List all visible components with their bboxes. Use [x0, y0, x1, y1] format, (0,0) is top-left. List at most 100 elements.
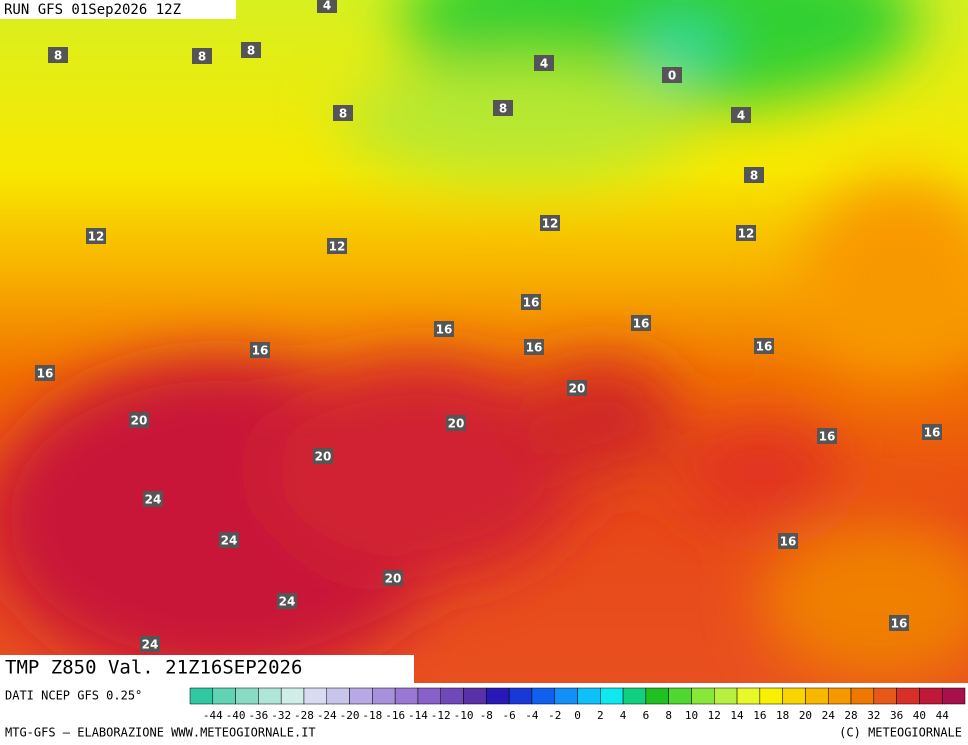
contour-label: 20	[567, 380, 587, 396]
label-box	[35, 365, 55, 381]
label-text: 12	[542, 217, 559, 231]
contour-label: 16	[889, 615, 909, 631]
colorbar-label: -2	[548, 709, 561, 722]
label-box	[317, 0, 337, 13]
colorbar-swatch	[417, 687, 441, 705]
colorbar-label: 0	[574, 709, 581, 722]
label-text: 16	[523, 296, 540, 310]
label-text: 20	[315, 450, 332, 464]
colorbar-label: 14	[730, 709, 744, 722]
colorbar-swatch	[508, 687, 533, 705]
contour-label: 4	[317, 0, 337, 13]
colorbar-swatch	[759, 687, 783, 705]
colorbar-label: 40	[913, 709, 926, 722]
colorbar-swatch	[850, 687, 875, 705]
label-box	[567, 380, 587, 396]
colorbar-label: 24	[822, 709, 836, 722]
colorbar-label: -8	[480, 709, 493, 722]
colorbar-swatch	[805, 687, 829, 705]
label-text: 16	[252, 344, 269, 358]
contour-label: 24	[140, 636, 160, 652]
label-text: 24	[279, 595, 296, 609]
colorbar-label: 28	[844, 709, 857, 722]
colorbar-label: -36	[248, 709, 268, 722]
colorbar-label: -44	[203, 709, 223, 722]
colorbar-label: -40	[226, 709, 246, 722]
colorbar-label: 36	[890, 709, 903, 722]
label-text: 0	[668, 69, 676, 83]
label-box	[327, 238, 347, 254]
colorbar-swatch	[372, 687, 396, 705]
colorbar-label: -12	[431, 709, 451, 722]
colorbar-swatch	[691, 687, 715, 705]
colorbar-swatch	[577, 687, 601, 705]
colorbar-swatch	[235, 687, 259, 705]
colorbar-swatch	[280, 687, 305, 705]
colorbar-label: -32	[271, 709, 291, 722]
colorbar-swatch	[326, 687, 350, 705]
colorbar-swatch	[827, 687, 852, 705]
colorbar: -44 -40 -36 -32 -28 -24 -20 -18 -16 -14 -12 -10 -8 -6…	[189, 687, 966, 722]
label-text: 4	[323, 0, 331, 13]
contour-label: 20	[129, 412, 149, 428]
colorbar-swatch	[782, 687, 806, 705]
colorbar-label: -14	[408, 709, 428, 722]
label-box	[744, 167, 764, 183]
colorbar-swatch	[668, 687, 692, 705]
colorbar-label: 44	[936, 709, 950, 722]
label-text: 16	[891, 617, 908, 631]
colorbar-label: 10	[685, 709, 698, 722]
label-text: 24	[145, 493, 162, 507]
label-box	[48, 47, 68, 63]
colorbar-label: 6	[643, 709, 650, 722]
source: DATI NCEP GFS 0.25°	[5, 689, 142, 703]
contour-label: 16	[778, 533, 798, 549]
contour-label: 20	[313, 448, 333, 464]
contour-label: 16	[521, 294, 541, 310]
label-box	[493, 100, 513, 116]
colorbar-label: 2	[597, 709, 604, 722]
label-text: 16	[780, 535, 797, 549]
contour-label: 12	[327, 238, 347, 254]
colorbar-swatch	[189, 687, 214, 705]
colorbar-swatch	[440, 687, 464, 705]
contour-label: 16	[35, 365, 55, 381]
header-box	[0, 0, 236, 19]
colorbar-swatch	[645, 687, 669, 705]
label-box	[540, 215, 560, 231]
colorbar-swatch	[531, 687, 555, 705]
label-text: 16	[756, 340, 773, 354]
label-text: 8	[750, 169, 758, 183]
label-box	[631, 315, 651, 331]
label-text: 16	[526, 341, 543, 355]
colorbar-swatch	[349, 687, 373, 705]
contour-label: 8	[744, 167, 764, 183]
credit: MTG-GFS — ELABORAZIONE WWW.METEOGIORNALE…	[5, 726, 316, 740]
colorbar-swatch	[600, 687, 624, 705]
map-title: TMP Z850 Val. 21Z16SEP2026	[5, 657, 302, 679]
contour-label: 24	[219, 532, 239, 548]
label-text: 8	[54, 49, 62, 63]
contour-label: 4	[731, 107, 751, 123]
contour-labels: 4 8 8 8 4 0 8 8 4 8 12 12 12 12 16 16 16 16 16 16 16 20 20 20 16…	[35, 0, 942, 652]
label-text: 20	[448, 417, 465, 431]
label-box	[889, 615, 909, 631]
label-box	[313, 448, 333, 464]
contour-label: 16	[524, 339, 544, 355]
contour-label: 8	[48, 47, 68, 63]
label-box	[446, 415, 466, 431]
label-text: 4	[737, 109, 745, 123]
label-box	[817, 428, 837, 444]
colorbar-label: -16	[385, 709, 405, 722]
label-box	[86, 228, 106, 244]
contour-label: 8	[333, 105, 353, 121]
colorbar-swatch	[736, 687, 761, 705]
label-text: 12	[329, 240, 346, 254]
label-box	[129, 412, 149, 428]
label-text: 8	[198, 50, 206, 64]
contour-label: 16	[817, 428, 837, 444]
contour-label: 16	[631, 315, 651, 331]
contour-label: 4	[534, 55, 554, 71]
label-text: 20	[385, 572, 402, 586]
